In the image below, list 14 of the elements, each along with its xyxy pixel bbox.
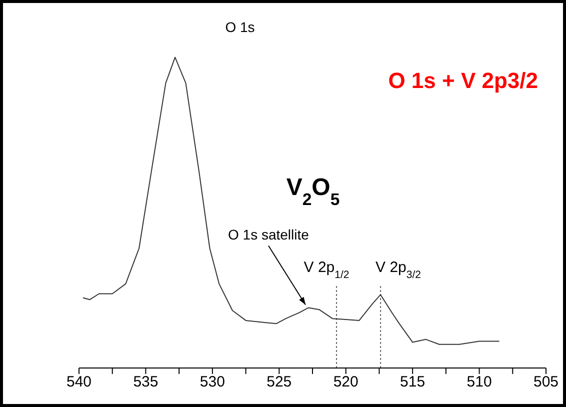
x-tick-label: 530 xyxy=(200,374,225,391)
x-tick-label: 540 xyxy=(66,374,92,391)
annotation: O 1s satellite xyxy=(228,226,310,243)
text: O 1s xyxy=(225,19,255,35)
x-tick-label: 520 xyxy=(333,374,358,391)
ref-line-label: V 2p$_{3/2}$ xyxy=(376,259,422,282)
x-tick-label: 535 xyxy=(133,374,158,391)
x-tick-label: 515 xyxy=(400,374,426,391)
text: O 1s + V 2p3/2 xyxy=(388,68,538,93)
ref-line-label: V 2p$_{1/2}$ xyxy=(304,259,350,282)
annotation: V$_{2}$O$_{5}$ xyxy=(286,174,340,208)
x-tick-label: 505 xyxy=(533,374,559,391)
x-tick-label: 525 xyxy=(266,374,292,391)
x-tick-label: 510 xyxy=(466,374,492,391)
